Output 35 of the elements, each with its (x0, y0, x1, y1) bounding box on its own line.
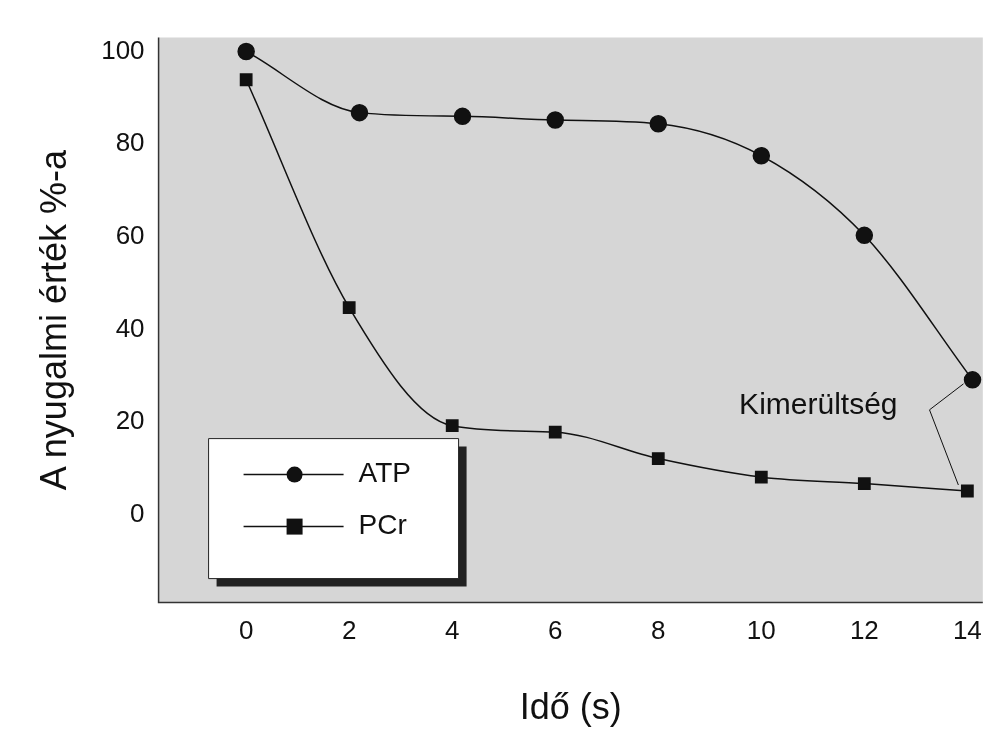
point (350, 103, 369, 122)
x-tick-label: 2 (341, 615, 357, 646)
x-tick-label: 4 (444, 615, 460, 646)
y-tick-label: 40 (115, 312, 145, 343)
legend-label: PCr (358, 509, 407, 541)
point (548, 425, 562, 439)
point (752, 146, 771, 165)
point (546, 111, 564, 129)
point (651, 452, 665, 465)
y-tick-label: 0 (130, 497, 145, 528)
x-tick-label: 0 (238, 615, 254, 646)
point (960, 484, 974, 498)
x-tick-label: 12 (849, 615, 879, 646)
point (855, 226, 874, 245)
y-tick-label: 60 (115, 219, 145, 250)
x-tick-label: 6 (548, 615, 563, 646)
point (754, 470, 768, 484)
y-tick-label: 100 (101, 34, 145, 65)
y-tick-label: 80 (115, 127, 145, 158)
point (342, 301, 356, 314)
x-tick-label: 14 (952, 615, 982, 646)
legend-label: ATP (358, 457, 411, 489)
point (239, 73, 253, 87)
point (237, 42, 255, 61)
point (453, 107, 472, 126)
x-tick-label: 8 (651, 615, 666, 646)
point (649, 114, 668, 133)
x-tick-label: 10 (746, 615, 776, 646)
point (445, 419, 459, 433)
y-axis-title: A nyugalmi érték %-a (32, 149, 74, 491)
y-tick-label: 20 (115, 405, 145, 436)
point (857, 477, 871, 490)
point (963, 371, 982, 389)
annotation: Kimerültség (739, 387, 898, 421)
x-axis-title: Idő (s) (519, 686, 622, 728)
